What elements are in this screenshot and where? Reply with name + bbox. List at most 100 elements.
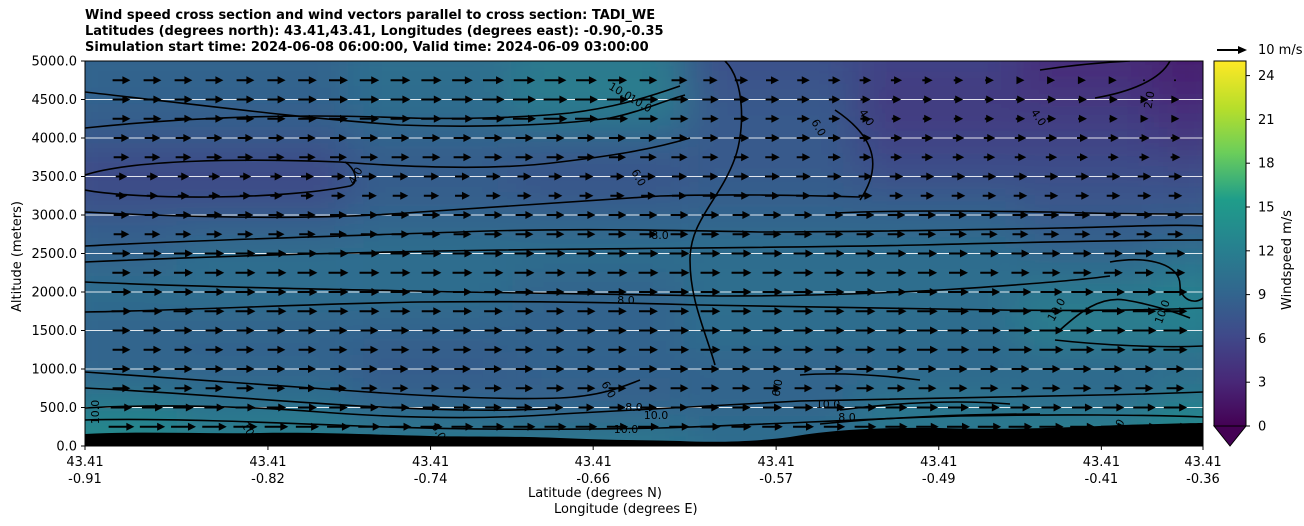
y-axis: 0.0 500.0 1000.0 1500.0 2000.0 2500.0 3000.0 35… bbox=[32, 55, 85, 455]
wind-vector bbox=[1074, 230, 1091, 239]
wind-vector bbox=[546, 230, 565, 239]
wind-vector bbox=[638, 114, 659, 123]
wind-vector bbox=[575, 422, 598, 431]
wind-vector bbox=[515, 288, 534, 296]
wind-vector bbox=[978, 326, 1001, 335]
wind-vector bbox=[300, 191, 315, 200]
wind-vector bbox=[420, 422, 443, 431]
wind-vector bbox=[173, 268, 194, 277]
reference-arrow-head bbox=[1238, 46, 1247, 54]
wind-vector bbox=[1009, 307, 1032, 316]
wind-vector bbox=[984, 114, 995, 123]
wind-vector bbox=[608, 153, 627, 162]
wind-vector bbox=[1171, 95, 1180, 104]
wind-vector bbox=[112, 114, 131, 123]
wind-vector bbox=[854, 403, 877, 412]
wind-vector bbox=[390, 95, 411, 104]
wind-vector bbox=[701, 230, 720, 239]
wind-vector bbox=[455, 172, 470, 181]
wind-vector bbox=[1102, 307, 1125, 316]
wind-vector bbox=[329, 345, 348, 354]
wind-vector bbox=[360, 230, 379, 239]
wind-vector bbox=[452, 288, 473, 296]
wind-vector bbox=[1044, 191, 1059, 200]
wind-vector bbox=[947, 403, 970, 412]
wind-vector bbox=[732, 230, 751, 239]
wind-vector bbox=[855, 288, 876, 296]
wind-vector bbox=[235, 249, 256, 258]
wind-vector bbox=[891, 114, 902, 123]
wind-vector bbox=[824, 345, 845, 354]
wind-vector bbox=[237, 134, 254, 142]
wind-vector bbox=[547, 403, 564, 412]
wind-vector bbox=[1016, 76, 1025, 85]
wind-vector bbox=[515, 230, 534, 239]
wind-vector bbox=[237, 230, 254, 239]
wind-vector bbox=[951, 172, 966, 181]
wind-vector bbox=[360, 153, 379, 162]
wind-vector bbox=[391, 230, 410, 239]
wind-vector bbox=[299, 230, 316, 239]
wind-vector bbox=[733, 95, 750, 104]
wind-vector bbox=[392, 365, 409, 373]
wind-vector bbox=[607, 249, 628, 258]
wind-vector bbox=[732, 403, 751, 412]
wind-vector bbox=[174, 345, 193, 354]
wind-vector bbox=[733, 134, 750, 142]
wind-vector bbox=[700, 288, 721, 296]
wind-vector bbox=[671, 172, 688, 181]
wind-vector bbox=[670, 403, 689, 412]
wind-vector bbox=[1072, 403, 1093, 412]
wind-vector bbox=[828, 153, 841, 162]
wind-vector bbox=[671, 191, 688, 200]
wind-vector bbox=[112, 268, 131, 277]
wind-vector bbox=[762, 249, 783, 258]
wind-vector bbox=[485, 384, 502, 393]
x-axis: 43.41 -0.91 43.41 -0.82 43.41 -0.74 43.41 -0.66… bbox=[66, 446, 1222, 487]
wind-vector bbox=[1132, 307, 1157, 316]
wind-vector bbox=[451, 95, 474, 104]
wind-vector bbox=[700, 422, 721, 431]
title-line-1: Wind speed cross section and wind vector… bbox=[85, 8, 656, 23]
wind-vector bbox=[267, 345, 286, 354]
wind-vector bbox=[451, 422, 474, 431]
wind-vector bbox=[949, 365, 968, 373]
wind-vector bbox=[546, 345, 565, 354]
wind-vector bbox=[1163, 288, 1188, 296]
wind-vector bbox=[236, 95, 255, 104]
wind-vector bbox=[359, 307, 380, 316]
wind-vector bbox=[608, 134, 627, 142]
wind-vector bbox=[391, 211, 410, 219]
wind-vector bbox=[544, 422, 567, 431]
contour-line bbox=[85, 239, 1203, 263]
wind-vector bbox=[1073, 249, 1092, 258]
wind-vector bbox=[298, 345, 317, 354]
wind-vector bbox=[174, 365, 193, 373]
wind-vector bbox=[763, 230, 782, 239]
wind-vector bbox=[731, 326, 752, 335]
wind-vector bbox=[794, 211, 813, 219]
wind-vector bbox=[298, 95, 317, 104]
colorbar-tick-label: 0 bbox=[1258, 420, 1266, 435]
colorbar-tick-label: 9 bbox=[1258, 288, 1266, 303]
wind-vector bbox=[1174, 79, 1176, 82]
wind-vector bbox=[1109, 95, 1118, 104]
colorbar: 0 3 6 9 12 15 18 21 24 bbox=[1212, 60, 1275, 447]
wind-vector bbox=[205, 345, 224, 354]
wind-vector bbox=[205, 384, 224, 393]
wind-vector bbox=[113, 211, 130, 219]
wind-vector bbox=[175, 230, 192, 239]
wind-vector bbox=[206, 211, 223, 219]
contour-line bbox=[85, 91, 686, 127]
wind-vector bbox=[701, 365, 720, 373]
wind-vector bbox=[390, 76, 411, 85]
wind-vector bbox=[887, 365, 906, 373]
wind-vector bbox=[423, 365, 440, 373]
wind-vector bbox=[391, 153, 410, 162]
wind-vector bbox=[641, 172, 656, 181]
wind-vector bbox=[266, 307, 287, 316]
wind-vector bbox=[608, 307, 627, 316]
wind-vector bbox=[206, 153, 223, 162]
wind-vector bbox=[1171, 114, 1180, 123]
wind-vector bbox=[1042, 365, 1061, 373]
